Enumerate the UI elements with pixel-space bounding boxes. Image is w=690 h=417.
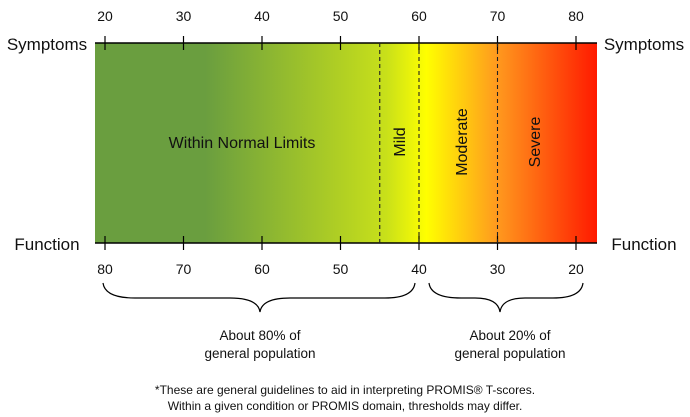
population-brace-left [102, 282, 416, 313]
function-tick-label: 20 [568, 261, 584, 277]
symptoms-label-right: Symptoms [604, 35, 684, 54]
symptoms-tick-label: 40 [254, 8, 270, 24]
function-label-left: Function [14, 235, 79, 254]
footnote-line1: *These are general guidelines to aid in … [155, 383, 535, 397]
symptoms-tick-label: 60 [411, 8, 427, 24]
population-right-line1: About 20% of [469, 328, 550, 343]
symptoms-tick-label: 70 [490, 8, 506, 24]
function-tick-label: 60 [254, 261, 270, 277]
symptoms-tick-label: 80 [568, 8, 584, 24]
symptoms-tick-group: 20 30 40 50 60 70 80 [97, 8, 584, 50]
threshold-lines [379, 43, 499, 243]
function-tick-label: 80 [97, 261, 113, 277]
zone-label-severe: Severe [527, 117, 544, 168]
population-left-line1: About 80% of [219, 328, 300, 343]
function-label-right: Function [611, 235, 676, 254]
population-right-line2: general population [454, 346, 565, 361]
population-brace-right [428, 282, 584, 313]
symptoms-tick-label: 50 [333, 8, 349, 24]
footnote-line2: Within a given condition or PROMIS domai… [168, 399, 523, 413]
function-tick-label: 50 [333, 261, 349, 277]
function-tick-label: 30 [490, 261, 506, 277]
symptoms-tick-label: 20 [97, 8, 113, 24]
function-tick-group: 80 70 60 50 40 30 20 [97, 236, 584, 277]
population-left-line2: general population [204, 346, 315, 361]
function-tick-label: 40 [411, 261, 427, 277]
zone-label-moderate: Moderate [454, 108, 471, 176]
zone-label-mild: Mild [392, 127, 409, 156]
symptoms-tick-label: 30 [176, 8, 192, 24]
zone-label-normal: Within Normal Limits [169, 135, 316, 152]
symptoms-label-left: Symptoms [7, 35, 87, 54]
function-tick-label: 70 [176, 261, 192, 277]
severity-gradient-band [95, 43, 597, 243]
